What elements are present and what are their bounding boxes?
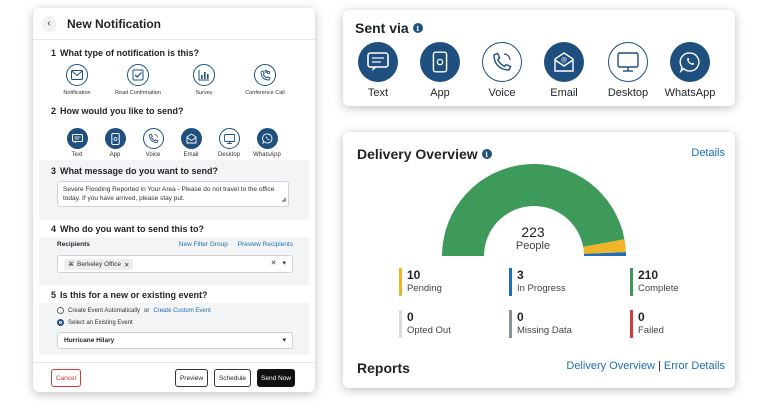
stat-color-bar	[509, 310, 512, 338]
recipient-chip: ⌘ Berkeley Office ✕	[64, 259, 134, 270]
recipients-input[interactable]: ⌘ Berkeley Office ✕ ✕ ▾	[57, 255, 293, 273]
details-link[interactable]: Details	[691, 147, 725, 159]
stat-color-bar	[630, 310, 633, 338]
create-custom-event-link[interactable]: Create Custom Event	[153, 307, 211, 314]
chevron-down-icon[interactable]: ▾	[282, 260, 286, 267]
email-icon	[186, 133, 196, 144]
radio-select-existing[interactable]	[57, 319, 64, 326]
info-icon[interactable]: i	[412, 23, 423, 33]
chevron-down-icon: ▾	[282, 337, 286, 344]
desktop-icon	[617, 52, 639, 72]
event-select[interactable]: Hurricane Hilary ▾	[57, 332, 293, 349]
schedule-button[interactable]: Schedule	[214, 369, 251, 387]
checkbox-icon	[132, 69, 144, 81]
gauge-segment-complete	[442, 164, 625, 256]
send-option-email[interactable]: Email	[173, 128, 209, 158]
recipients-controls: ✕ ▾	[271, 259, 286, 267]
gauge-total: 223	[521, 224, 545, 240]
gauge-segment-pending	[583, 239, 626, 254]
send-option-voice[interactable]: Voice	[135, 128, 171, 158]
back-button[interactable]: ‹	[41, 15, 57, 32]
type-option-notification[interactable]: Notification	[49, 64, 105, 96]
resize-handle-icon[interactable]: ◢	[281, 197, 286, 203]
sent-via-desktop: Desktop	[600, 42, 656, 99]
stat-pending: 10 Pending	[399, 268, 499, 298]
cancel-button[interactable]: Cancel	[51, 369, 81, 387]
gauge-segment-in-progress	[583, 252, 626, 256]
delivery-gauge	[442, 164, 626, 256]
tag-icon: ⌘	[68, 262, 74, 268]
delivery-overview-link[interactable]: Delivery Overview	[566, 360, 656, 372]
delivery-title: Delivery Overview i	[357, 146, 492, 162]
mobile-app-icon	[432, 51, 448, 73]
sent-via-whatsapp: WhatsApp	[662, 42, 718, 99]
question-2: 2 How would you like to send?	[51, 106, 184, 116]
conference-call-icon	[260, 69, 271, 80]
type-option-conference-call[interactable]: Conference Call	[237, 64, 293, 96]
chat-icon	[367, 52, 389, 71]
reports-links: Delivery Overview | Error Details	[566, 360, 725, 372]
stat-failed: 0 Failed	[630, 310, 730, 340]
gauge-total-label: People	[515, 240, 551, 252]
sent-via-text: Text	[350, 42, 406, 99]
create-auto-option[interactable]: Create Event Automatically or Create Cus…	[57, 307, 211, 314]
panel-header: ‹ New Notification	[33, 8, 315, 40]
stat-color-bar	[399, 310, 402, 338]
phone-icon	[148, 133, 158, 143]
stat-color-bar	[399, 268, 402, 296]
question-5: 5 Is this for a new or existing event?	[51, 290, 208, 300]
new-notification-panel: ‹ New Notification 1 What type of notific…	[33, 8, 315, 392]
sent-via-app: App	[412, 42, 468, 99]
type-option-read-confirmation[interactable]: Read Confirmation	[110, 64, 166, 96]
send-method-options: Text App Voice Email Desktop WhatsApp	[59, 128, 299, 164]
new-filter-group-link[interactable]: New Filter Group	[178, 241, 228, 248]
stat-in-progress: 3 In Progress	[509, 268, 609, 298]
reports-title: Reports	[357, 360, 410, 376]
sent-via-panel: Sent via i Text App Voice @ Email Deskto…	[343, 10, 735, 106]
send-now-button[interactable]: Send Now	[257, 369, 295, 387]
stat-color-bar	[509, 268, 512, 296]
sent-via-voice: Voice	[474, 42, 530, 99]
select-existing-option[interactable]: Select an Existing Event	[57, 319, 133, 326]
whatsapp-icon	[261, 133, 272, 144]
type-option-survey[interactable]: Survey	[176, 64, 232, 96]
send-option-whatsapp[interactable]: WhatsApp	[249, 128, 285, 158]
question-4: 4 Who do you want to send this to?	[51, 224, 204, 234]
email-icon: @	[554, 52, 574, 72]
stat-opted-out: 0 Opted Out	[399, 310, 499, 340]
page-title: New Notification	[67, 16, 162, 31]
envelope-icon	[71, 70, 83, 80]
stat-color-bar	[630, 268, 633, 296]
notification-type-options: Notification Read Confirmation Survey Co…	[53, 64, 311, 104]
delivery-overview-panel: Delivery Overview i Details 223 People 1…	[343, 132, 735, 388]
info-icon[interactable]: i	[481, 149, 492, 159]
phone-icon	[493, 52, 512, 71]
question-3: 3 What message do you want to send?	[51, 166, 219, 176]
send-option-text[interactable]: Text	[59, 128, 95, 158]
mobile-app-icon	[110, 132, 120, 145]
chat-icon	[71, 133, 83, 143]
question-1: 1 What type of notification is this?	[51, 48, 200, 58]
send-option-desktop[interactable]: Desktop	[211, 128, 247, 158]
desktop-icon	[223, 133, 235, 144]
stat-complete: 210 Complete	[630, 268, 730, 298]
preview-button[interactable]: Preview	[175, 369, 208, 387]
clear-icon[interactable]: ✕	[270, 260, 277, 267]
send-option-app[interactable]: App	[97, 128, 133, 158]
radio-create-auto[interactable]	[57, 307, 64, 314]
recipients-header: Recipients New Filter Group Preview Reci…	[57, 241, 293, 248]
bar-chart-icon	[198, 70, 209, 81]
whatsapp-icon	[679, 52, 700, 73]
sent-via-email: @ Email	[536, 42, 592, 99]
stat-missing-data: 0 Missing Data	[509, 310, 609, 340]
chevron-left-icon: ‹	[47, 18, 51, 29]
error-details-link[interactable]: Error Details	[663, 360, 725, 372]
footer-divider	[33, 362, 315, 363]
preview-recipients-link[interactable]: Preview Recipients	[237, 241, 293, 248]
sent-via-title: Sent via i	[355, 20, 423, 36]
svg-text:@: @	[561, 56, 567, 63]
chip-remove-icon[interactable]: ✕	[123, 261, 130, 269]
message-textarea[interactable]: Severe Flooding Reported in Your Area - …	[57, 181, 289, 207]
